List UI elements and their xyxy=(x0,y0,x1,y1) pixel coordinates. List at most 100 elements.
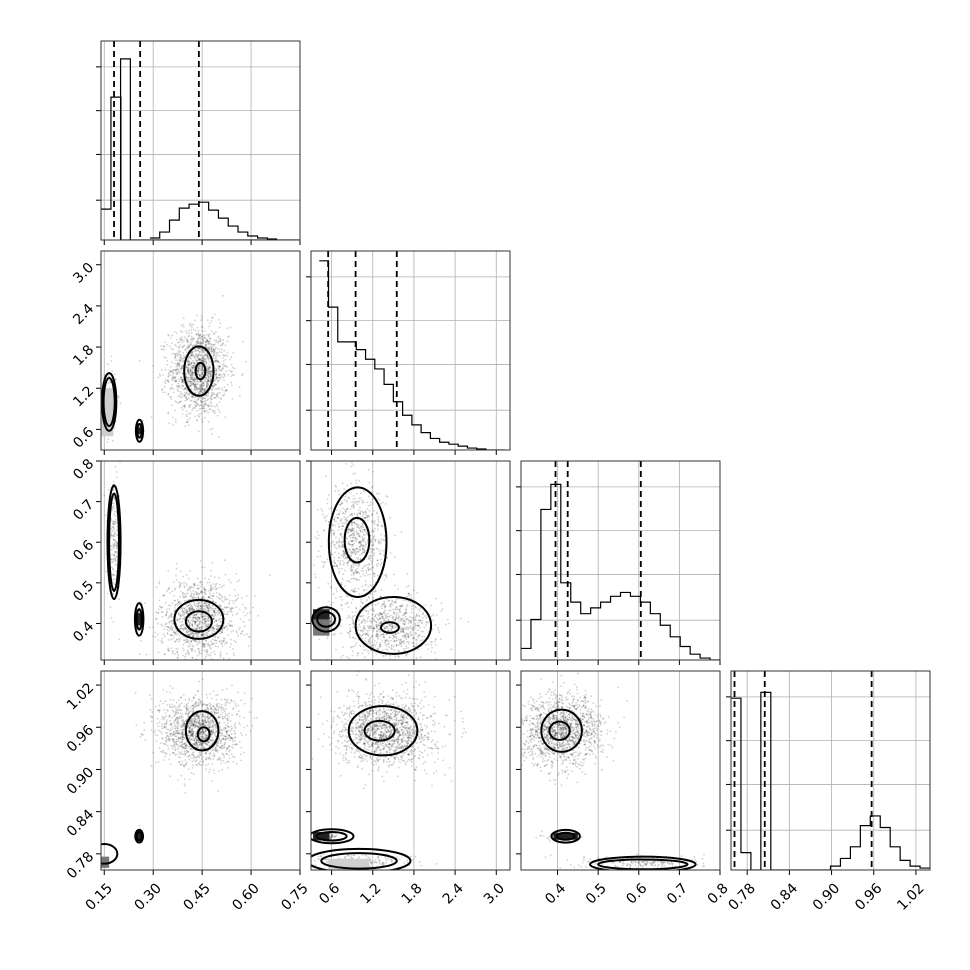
sample-point xyxy=(191,595,194,598)
sample-point xyxy=(204,388,207,391)
sample-point xyxy=(110,561,113,564)
sample-point xyxy=(188,376,190,379)
sample-point xyxy=(380,525,383,527)
sample-point xyxy=(171,728,173,730)
sample-point xyxy=(218,436,220,438)
sample-point xyxy=(196,349,199,352)
sample-point xyxy=(206,604,208,607)
sample-point xyxy=(193,583,195,585)
sample-point xyxy=(199,341,202,344)
sample-point xyxy=(217,335,220,338)
sample-point xyxy=(411,604,414,606)
sample-point xyxy=(215,378,217,381)
sample-point xyxy=(365,514,368,517)
sample-point xyxy=(321,509,324,512)
sample-point xyxy=(352,571,354,574)
sample-point xyxy=(202,360,205,362)
sample-point xyxy=(190,608,193,610)
sample-point xyxy=(185,584,188,587)
sample-point xyxy=(384,605,387,608)
sample-point xyxy=(223,672,225,674)
sample-point xyxy=(366,515,369,517)
sample-point xyxy=(211,633,213,635)
sample-point xyxy=(197,342,200,344)
sample-point xyxy=(200,359,203,362)
sample-point xyxy=(355,571,358,573)
sample-point xyxy=(379,596,382,598)
sample-point xyxy=(189,633,192,636)
sample-point xyxy=(200,677,202,679)
sample-point xyxy=(217,619,220,621)
sample-point xyxy=(410,605,413,608)
sample-point xyxy=(181,623,184,626)
sample-point xyxy=(214,387,217,390)
sample-point xyxy=(324,561,327,563)
sample-point xyxy=(350,465,352,468)
sample-point xyxy=(183,585,186,587)
sample-point xyxy=(402,663,404,665)
sample-point xyxy=(343,509,346,511)
sample-point xyxy=(355,607,358,609)
sample-point xyxy=(372,596,375,599)
sample-point xyxy=(191,374,194,377)
sample-point xyxy=(383,641,386,644)
sample-point xyxy=(201,666,203,668)
sample-point xyxy=(208,605,211,608)
sample-point xyxy=(221,596,224,599)
sample-point xyxy=(193,609,196,611)
sample-point xyxy=(375,630,378,633)
sample-point xyxy=(202,633,205,636)
sample-point xyxy=(371,503,374,505)
sample-point xyxy=(178,401,181,403)
sample-point xyxy=(203,602,206,604)
sample-point xyxy=(168,345,171,348)
sample-point xyxy=(378,645,381,648)
sample-point xyxy=(195,618,198,621)
sample-point xyxy=(362,539,364,541)
sample-point xyxy=(399,619,402,622)
sample-point xyxy=(196,380,199,382)
sample-point xyxy=(375,621,378,624)
sample-point xyxy=(208,581,211,584)
sample-point xyxy=(176,638,178,641)
sample-point xyxy=(372,646,375,649)
sample-point xyxy=(217,610,220,612)
sample-point xyxy=(370,620,373,623)
sample-point xyxy=(188,344,190,346)
sample-point xyxy=(381,654,384,657)
sample-point xyxy=(162,391,164,394)
sample-point xyxy=(215,373,218,375)
sample-point xyxy=(188,665,190,667)
sample-point xyxy=(230,581,232,584)
sample-point xyxy=(361,620,364,623)
sample-point xyxy=(384,609,387,612)
sample-point xyxy=(338,493,341,496)
sample-point xyxy=(213,609,216,612)
sample-point xyxy=(379,641,382,644)
sample-point xyxy=(369,554,372,557)
sample-point xyxy=(188,633,191,635)
sample-point xyxy=(382,618,384,620)
sample-point xyxy=(342,546,344,549)
sample-point xyxy=(405,618,408,621)
sample-point xyxy=(188,727,191,730)
sample-point xyxy=(213,332,216,335)
sample-point xyxy=(116,541,118,543)
sample-point xyxy=(205,649,208,652)
sample-point xyxy=(198,413,201,416)
sample-point xyxy=(199,376,201,379)
sample-point xyxy=(340,501,343,504)
sample-point xyxy=(200,357,203,360)
sample-point xyxy=(160,639,163,642)
sample-point xyxy=(364,528,366,531)
sample-point xyxy=(393,636,396,638)
sample-point xyxy=(111,506,114,509)
sample-point xyxy=(223,637,226,640)
sample-point xyxy=(221,363,224,366)
sample-point xyxy=(200,337,203,340)
sample-point xyxy=(112,529,114,532)
sample-point xyxy=(148,626,151,629)
sample-point xyxy=(185,596,188,598)
sample-point xyxy=(177,732,180,735)
